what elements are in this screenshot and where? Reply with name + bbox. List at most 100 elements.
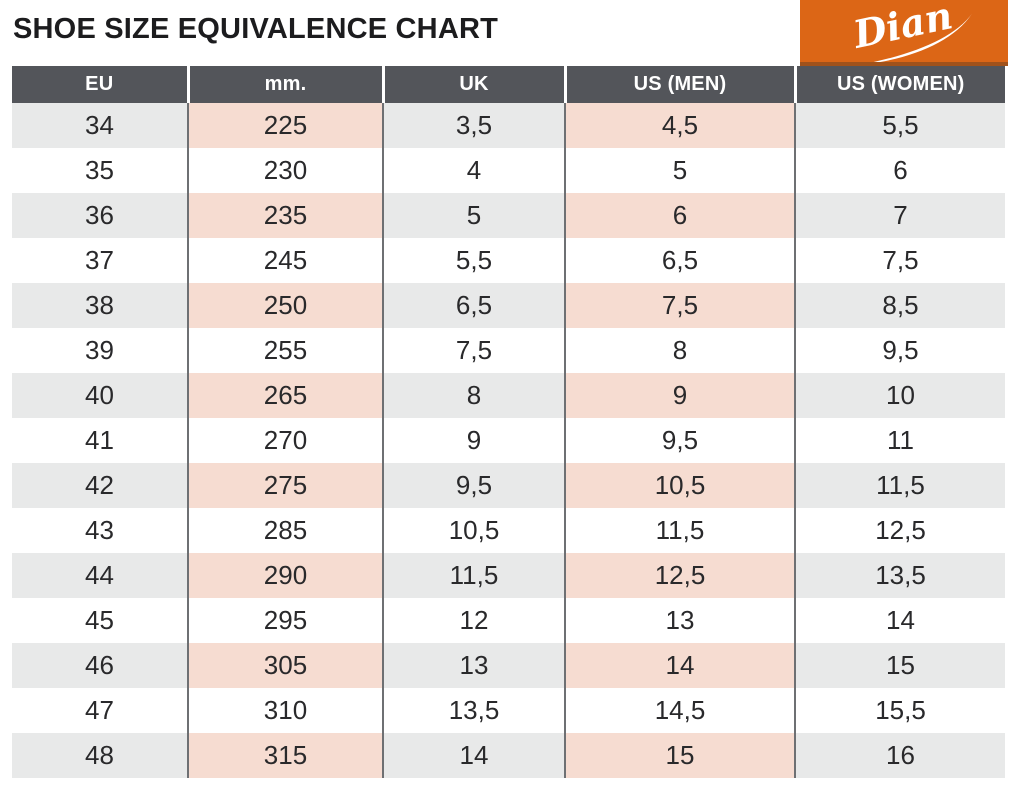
brand-logo-text: Dian: [848, 0, 956, 57]
size-cell: 9: [383, 418, 565, 463]
size-cell: 310: [187, 688, 384, 733]
brand-logo-icon: Dian: [840, 0, 973, 62]
size-cell: 15: [795, 643, 1005, 688]
size-cell: 45: [12, 598, 188, 643]
size-cell: 13,5: [383, 688, 565, 733]
size-cell: 37: [12, 238, 188, 283]
size-cell: 8,5: [795, 283, 1005, 328]
brand-logo-box: Dian: [800, 0, 1008, 66]
table-row: 46 305 13 14 15: [12, 643, 1005, 688]
size-cell: 46: [12, 643, 188, 688]
size-cell: 12,5: [795, 508, 1005, 553]
size-cell: 6,5: [383, 283, 565, 328]
size-cell: 6,5: [564, 238, 796, 283]
size-cell: 10,5: [564, 463, 796, 508]
size-cell: 7,5: [383, 328, 565, 373]
table-row: 47 310 13,5 14,5 15,5: [12, 688, 1005, 733]
size-cell: 315: [187, 733, 384, 778]
size-cell: 7: [795, 193, 1005, 238]
size-cell: 8: [383, 373, 565, 418]
table-row: 34 225 3,5 4,5 5,5: [12, 103, 1005, 148]
size-cell: 15: [564, 733, 796, 778]
size-cell: 250: [187, 283, 384, 328]
size-cell: 34: [12, 103, 188, 148]
size-cell: 40: [12, 373, 188, 418]
size-cell: 6: [564, 193, 796, 238]
size-cell: 7,5: [564, 283, 796, 328]
size-cell: 9,5: [795, 328, 1005, 373]
size-cell: 4,5: [564, 103, 796, 148]
size-cell: 14,5: [564, 688, 796, 733]
size-cell: 42: [12, 463, 188, 508]
column-header-us-women: US (WOMEN): [793, 66, 1005, 103]
size-cell: 7,5: [795, 238, 1005, 283]
size-cell: 39: [12, 328, 188, 373]
size-cell: 295: [187, 598, 384, 643]
table-row: 39 255 7,5 8 9,5: [12, 328, 1005, 373]
size-cell: 13,5: [795, 553, 1005, 598]
size-cell: 11,5: [795, 463, 1005, 508]
size-table-body: 34 225 3,5 4,5 5,5 35 230 4 5 6 36 235 5 6 7 37 245 5,5 6,…: [12, 103, 1005, 778]
size-cell: 5,5: [383, 238, 565, 283]
size-cell: 47: [12, 688, 188, 733]
size-cell: 5: [383, 193, 565, 238]
size-cell: 41: [12, 418, 188, 463]
table-row: 37 245 5,5 6,5 7,5: [12, 238, 1005, 283]
table-row: 44 290 11,5 12,5 13,5: [12, 553, 1005, 598]
size-cell: 6: [795, 148, 1005, 193]
size-cell: 12: [383, 598, 565, 643]
size-cell: 8: [564, 328, 796, 373]
size-cell: 44: [12, 553, 188, 598]
page-title: SHOE SIZE EQUIVALENCE CHART: [13, 13, 499, 45]
size-cell: 11: [795, 418, 1005, 463]
size-cell: 245: [187, 238, 384, 283]
size-cell: 15,5: [795, 688, 1005, 733]
size-cell: 255: [187, 328, 384, 373]
size-cell: 305: [187, 643, 384, 688]
size-cell: 16: [795, 733, 1005, 778]
size-cell: 4: [383, 148, 565, 193]
column-header-mm: mm.: [186, 66, 385, 103]
size-cell: 230: [187, 148, 384, 193]
size-cell: 285: [187, 508, 384, 553]
topbar: SHOE SIZE EQUIVALENCE CHART Dian: [0, 0, 1024, 66]
table-row: 41 270 9 9,5 11: [12, 418, 1005, 463]
size-cell: 3,5: [383, 103, 565, 148]
table-row: 40 265 8 9 10: [12, 373, 1005, 418]
table-row: 43 285 10,5 11,5 12,5: [12, 508, 1005, 553]
size-cell: 10: [795, 373, 1005, 418]
size-cell: 235: [187, 193, 384, 238]
table-header: EU mm. UK US (MEN) US (WOMEN): [12, 66, 1005, 103]
size-cell: 9,5: [564, 418, 796, 463]
column-header-eu: EU: [12, 66, 190, 103]
size-cell: 13: [383, 643, 565, 688]
header-row: EU mm. UK US (MEN) US (WOMEN): [12, 66, 1005, 103]
size-cell: 48: [12, 733, 188, 778]
size-cell: 265: [187, 373, 384, 418]
size-cell: 275: [187, 463, 384, 508]
size-cell: 11,5: [383, 553, 565, 598]
size-cell: 14: [383, 733, 565, 778]
size-cell: 35: [12, 148, 188, 193]
size-cell: 43: [12, 508, 188, 553]
size-cell: 5,5: [795, 103, 1005, 148]
size-cell: 9: [564, 373, 796, 418]
size-cell: 12,5: [564, 553, 796, 598]
size-cell: 225: [187, 103, 384, 148]
column-header-uk: UK: [381, 66, 567, 103]
column-header-us-men: US (MEN): [563, 66, 797, 103]
table-row: 42 275 9,5 10,5 11,5: [12, 463, 1005, 508]
size-equivalence-table: EU mm. UK US (MEN) US (WOMEN) 34 225 3,5 4,…: [12, 66, 1005, 778]
size-cell: 5: [564, 148, 796, 193]
table-row: 38 250 6,5 7,5 8,5: [12, 283, 1005, 328]
table-row: 45 295 12 13 14: [12, 598, 1005, 643]
size-cell: 14: [564, 643, 796, 688]
table-row: 48 315 14 15 16: [12, 733, 1005, 778]
table-row: 35 230 4 5 6: [12, 148, 1005, 193]
size-cell: 14: [795, 598, 1005, 643]
size-cell: 9,5: [383, 463, 565, 508]
table-row: 36 235 5 6 7: [12, 193, 1005, 238]
size-cell: 10,5: [383, 508, 565, 553]
size-cell: 38: [12, 283, 188, 328]
